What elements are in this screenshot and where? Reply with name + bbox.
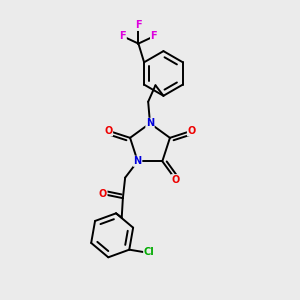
Text: Cl: Cl	[144, 248, 154, 257]
Text: F: F	[120, 31, 126, 41]
Text: F: F	[151, 31, 157, 41]
Text: F: F	[135, 20, 142, 30]
Text: O: O	[188, 126, 196, 136]
Text: N: N	[134, 156, 142, 166]
Text: O: O	[99, 189, 107, 199]
Text: O: O	[104, 126, 112, 136]
Text: N: N	[146, 118, 154, 128]
Text: O: O	[172, 175, 180, 185]
